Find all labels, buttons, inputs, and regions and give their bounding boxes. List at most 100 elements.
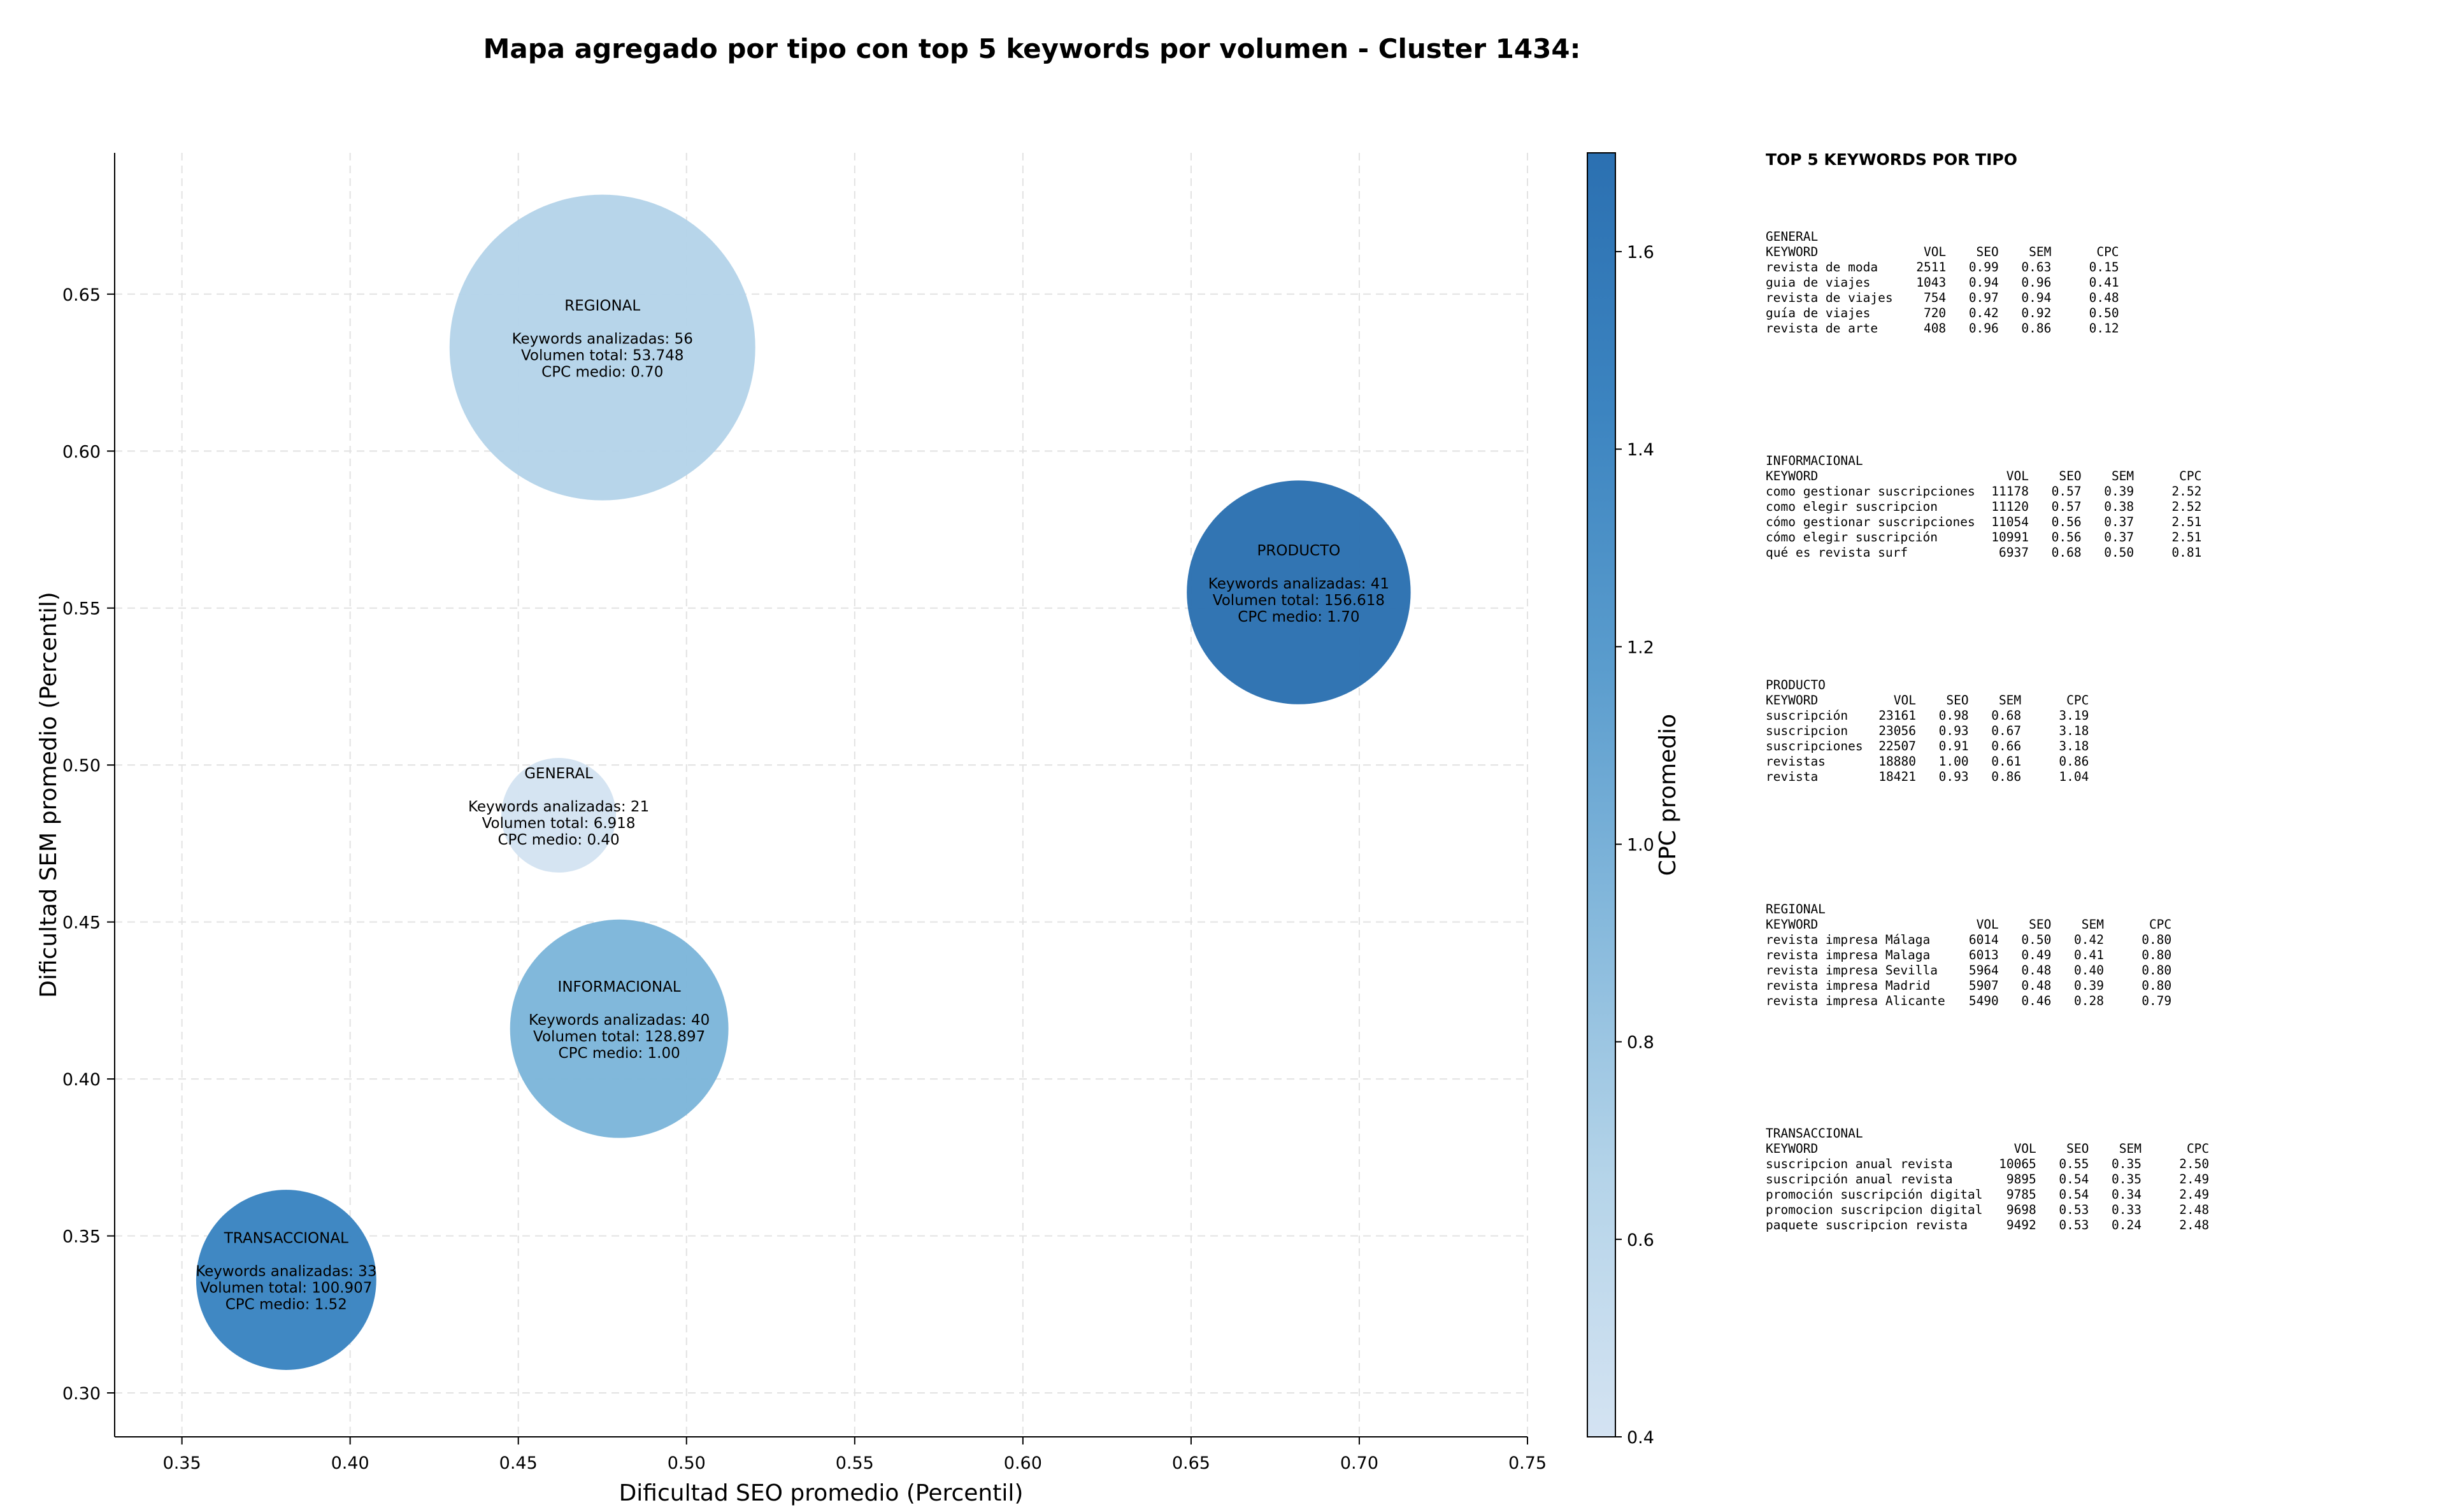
x-tick-label: 0.65 xyxy=(1172,1453,1210,1473)
cpc-cell: 0.41 xyxy=(2089,275,2119,290)
bubble-type-label: TRANSACCIONAL xyxy=(224,1230,348,1247)
bubble-volume-label: Volumen total: 128.897 xyxy=(533,1029,705,1045)
sem-cell: 0.61 xyxy=(1991,754,2022,769)
colorbar-tick-label: 1.0 xyxy=(1627,836,1654,855)
keywords-row: revista de moda 2511 0.99 0.63 0.15 xyxy=(1766,260,2119,275)
keyword-header: KEYWORD xyxy=(1766,245,1819,259)
seo-header: SEO xyxy=(2066,1141,2089,1156)
keyword-cell: revistas xyxy=(1766,754,1826,769)
y-tick-label: 0.55 xyxy=(62,599,101,619)
sem-cell: 0.68 xyxy=(1991,708,2022,723)
vol-header: VOL xyxy=(2013,1141,2036,1156)
bubble-keywords-label: Keywords analizadas: 33 xyxy=(196,1264,376,1280)
seo-cell: 0.46 xyxy=(2021,994,2052,1008)
keyword-cell: cómo elegir suscripción xyxy=(1766,530,1938,545)
cpc-cell: 0.12 xyxy=(2089,321,2119,336)
keywords-row: revista impresa Malaga 6013 0.49 0.41 0.80 xyxy=(1766,948,2171,963)
colorbar-tick-label: 1.6 xyxy=(1627,243,1654,262)
keyword-cell: suscripcion anual revista xyxy=(1766,1157,1953,1171)
sem-cell: 0.66 xyxy=(1991,739,2022,753)
keyword-cell: suscripción anual revista xyxy=(1766,1172,1953,1187)
keywords-row: revista 18421 0.93 0.86 1.04 xyxy=(1766,769,2089,785)
keywords-group-title: PRODUCTO xyxy=(1766,678,1826,692)
x-tick-label: 0.40 xyxy=(331,1453,369,1473)
keywords-header-row: KEYWORD VOL SEO SEM CPC xyxy=(1766,917,2171,932)
keywords-row: suscripcion anual revista 10065 0.55 0.35 2.… xyxy=(1766,1157,2209,1172)
bubble-cpc-label: CPC medio: 1.70 xyxy=(1238,609,1359,625)
bubble-cpc-label: CPC medio: 1.52 xyxy=(225,1297,347,1313)
cpc-header: CPC xyxy=(2186,1141,2210,1156)
keywords-row: suscripcion 23056 0.93 0.67 3.18 xyxy=(1766,724,2089,739)
bubble-volume-label: Volumen total: 53.748 xyxy=(521,348,684,364)
vol-cell: 720 xyxy=(1923,306,1947,320)
cpc-cell: 3.18 xyxy=(2059,724,2089,738)
sem-cell: 0.41 xyxy=(2074,948,2104,962)
keyword-cell: revista impresa Málaga xyxy=(1766,932,1931,947)
vol-cell: 18421 xyxy=(1878,769,1916,784)
keywords-row: revista impresa Sevilla 5964 0.48 0.40 0.80 xyxy=(1766,963,2171,978)
seo-cell: 0.53 xyxy=(2059,1218,2089,1232)
vol-cell: 11054 xyxy=(1991,515,2029,529)
bubble-type-label: PRODUCTO xyxy=(1257,543,1341,559)
keyword-cell: suscripciones xyxy=(1766,739,1863,753)
vol-cell: 408 xyxy=(1923,321,1947,336)
cpc-cell: 0.80 xyxy=(2142,932,2172,947)
seo-cell: 0.68 xyxy=(2051,545,2082,560)
x-tick-label: 0.75 xyxy=(1508,1453,1547,1473)
cpc-cell: 0.81 xyxy=(2171,545,2202,560)
sem-cell: 0.96 xyxy=(2021,275,2052,290)
seo-cell: 0.97 xyxy=(1968,290,1999,305)
chart-title: Mapa agregado por tipo con top 5 keyword… xyxy=(483,33,1581,64)
keyword-cell: guia de viajes xyxy=(1766,275,1871,290)
keywords-row: revista impresa Málaga 6014 0.50 0.42 0.80 xyxy=(1766,932,2171,948)
bubble-volume-label: Volumen total: 100.907 xyxy=(200,1280,372,1297)
cpc-cell: 0.80 xyxy=(2142,978,2172,993)
cpc-cell: 2.48 xyxy=(2179,1202,2210,1217)
seo-header: SEO xyxy=(2029,917,2052,932)
vol-header: VOL xyxy=(1923,245,1947,259)
seo-cell: 0.93 xyxy=(1938,724,1969,738)
x-tick-label: 0.55 xyxy=(836,1453,874,1473)
seo-cell: 0.49 xyxy=(2021,948,2052,962)
seo-cell: 0.96 xyxy=(1968,321,1999,336)
keywords-group-title: INFORMACIONAL xyxy=(1766,453,1863,468)
vol-cell: 9785 xyxy=(2006,1187,2036,1202)
keyword-cell: qué es revista surf xyxy=(1766,545,1908,560)
keyword-cell: paquete suscripcion revista xyxy=(1766,1218,1968,1232)
cpc-cell: 2.49 xyxy=(2179,1172,2210,1187)
vol-cell: 5907 xyxy=(1968,978,1999,993)
sem-cell: 0.39 xyxy=(2104,484,2135,499)
bubble-regional xyxy=(449,194,755,501)
sem-cell: 0.92 xyxy=(2021,306,2052,320)
keyword-cell: revista impresa Madrid xyxy=(1766,978,1931,993)
y-tick-label: 0.35 xyxy=(62,1227,101,1247)
x-tick-label: 0.70 xyxy=(1340,1453,1378,1473)
keyword-cell: revista xyxy=(1766,769,1819,784)
sem-cell: 0.42 xyxy=(2074,932,2104,947)
vol-cell: 6014 xyxy=(1968,932,1999,947)
keyword-cell: como elegir suscripcion xyxy=(1766,499,1938,514)
bubble-keywords-label: Keywords analizadas: 41 xyxy=(1208,576,1389,592)
sem-cell: 0.94 xyxy=(2021,290,2052,305)
cpc-cell: 2.51 xyxy=(2171,530,2202,545)
seo-cell: 0.56 xyxy=(2051,530,2082,545)
bubble-keywords-label: Keywords analizadas: 40 xyxy=(529,1012,710,1029)
seo-cell: 0.91 xyxy=(1938,739,1969,753)
vol-cell: 9698 xyxy=(2006,1202,2036,1217)
bubble-volume-label: Volumen total: 6.918 xyxy=(482,815,636,832)
vol-cell: 6937 xyxy=(1999,545,2029,560)
colorbar-label: CPC promedio xyxy=(1655,714,1681,876)
keyword-cell: revista de moda xyxy=(1766,260,1878,275)
cpc-header: CPC xyxy=(2066,693,2089,708)
vol-cell: 1043 xyxy=(1916,275,1947,290)
seo-cell: 0.99 xyxy=(1968,260,1999,275)
seo-cell: 0.54 xyxy=(2059,1172,2089,1187)
y-tick-label: 0.30 xyxy=(62,1384,101,1404)
vol-cell: 9895 xyxy=(2006,1172,2036,1187)
keyword-cell: promocion suscripcion digital xyxy=(1766,1202,1983,1217)
bubble-cpc-label: CPC medio: 1.00 xyxy=(559,1045,680,1062)
keywords-row: promocion suscripcion digital 9698 0.53 0.3… xyxy=(1766,1202,2209,1218)
cpc-cell: 0.86 xyxy=(2059,754,2089,769)
bubble-transaccional xyxy=(196,1190,376,1370)
seo-cell: 0.56 xyxy=(2051,515,2082,529)
